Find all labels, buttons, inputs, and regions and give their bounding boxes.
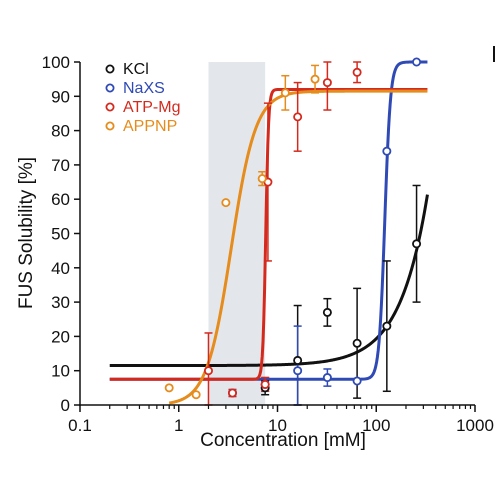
data-point	[293, 366, 303, 376]
fit-curve-kcl	[109, 194, 429, 368]
x-axis-label: Concentration [mM]	[200, 430, 366, 451]
y-tick-label: 30	[51, 293, 70, 312]
y-axis-label: FUS Solubility [%]	[16, 157, 37, 309]
x-tick-label: 10	[268, 416, 287, 435]
data-point	[221, 198, 231, 208]
legend-marker	[105, 83, 115, 93]
data-point	[352, 376, 362, 386]
y-tick-label: 70	[51, 156, 70, 175]
data-point	[412, 239, 422, 249]
y-tick-label: 60	[51, 190, 70, 209]
legend-label: NaXS	[123, 80, 165, 97]
y-tick-label: 100	[42, 53, 70, 72]
data-point	[260, 379, 270, 389]
x-tick-label: 1000	[456, 416, 494, 435]
y-tick-label: 10	[51, 362, 70, 381]
legend-marker	[105, 102, 115, 112]
legend-entry-appnp: APPNP	[105, 118, 177, 135]
legend-label: ATP-Mg	[123, 99, 180, 116]
data-point	[227, 388, 237, 398]
data-point	[322, 373, 332, 383]
data-point	[412, 57, 422, 67]
data-point	[382, 146, 392, 156]
x-tick-label: 100	[362, 416, 390, 435]
y-tick-label: 50	[51, 225, 70, 244]
legend: KCl NaXS ATP-Mg APPNP	[105, 61, 180, 135]
legend-entry-atp-mg: ATP-Mg	[105, 99, 180, 116]
axes-layer: 0 10 20 30 40 50 60 70 80 90 100 0.1 1 10 100 1000	[42, 53, 494, 435]
y-tick-label: 20	[51, 327, 70, 346]
x-tick-label: 0.1	[68, 416, 92, 435]
data-point	[382, 321, 392, 331]
legend-marker	[105, 64, 115, 74]
x-tick-label: 1	[174, 416, 183, 435]
data-point	[257, 174, 267, 184]
data-point	[322, 78, 332, 88]
legend-entry-kcl: KCl	[105, 61, 149, 78]
data-point	[310, 74, 320, 84]
data-point	[352, 338, 362, 348]
shaded-region	[208, 62, 266, 405]
legend-entry-naxs: NaXS	[105, 80, 165, 97]
legend-marker	[105, 121, 115, 131]
data-point	[322, 307, 332, 317]
data-point	[280, 88, 290, 98]
y-tick-label: 40	[51, 259, 70, 278]
panel-edge-mark	[493, 46, 495, 62]
legend-label: KCl	[123, 61, 149, 78]
y-tick-label: 80	[51, 122, 70, 141]
y-tick-label: 0	[61, 396, 70, 415]
shaded-region-layer	[208, 62, 266, 405]
data-point	[352, 67, 362, 77]
data-point	[203, 366, 213, 376]
data-point	[293, 112, 303, 122]
data-point	[293, 355, 303, 365]
data-point	[164, 383, 174, 393]
data-points-layer	[164, 57, 422, 400]
y-tick-label: 90	[51, 87, 70, 106]
data-point	[191, 390, 201, 400]
legend-label: APPNP	[123, 118, 177, 135]
